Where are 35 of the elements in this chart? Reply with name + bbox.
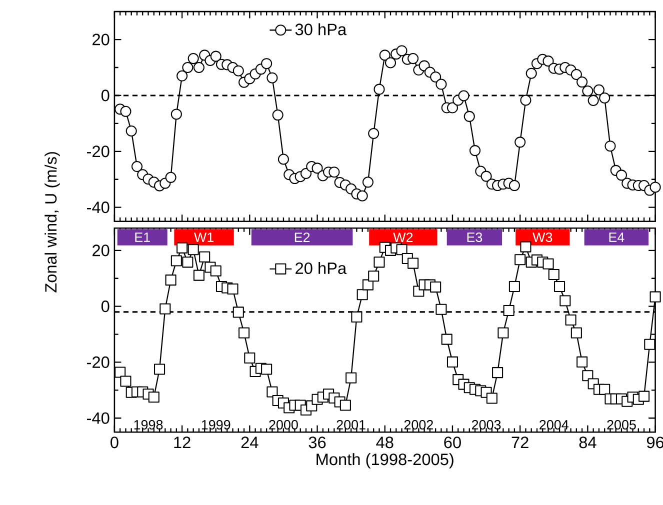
band-label: E3 [467,232,482,242]
annotation: 2000 [269,420,298,430]
band-label: W1 [194,232,214,242]
band-label: E1 [135,232,150,242]
annotation: 2004 [540,420,568,430]
x-tick-label: 0 [110,436,118,448]
annotation: 1999 [202,420,230,430]
y-tick-label: -40 [87,201,110,214]
y-tick-label: 0 [101,300,110,312]
x-tick-label: 72 [512,436,528,448]
y-tick-label: 20 [92,34,110,46]
x-tick-label: 12 [174,436,190,448]
band-label: E2 [294,232,310,242]
x-tick-label: 24 [241,436,258,448]
band-label: W3 [532,232,552,242]
annotation: 1998 [134,420,163,430]
x-axis-title: Month (1998-2005) [316,453,454,468]
y-tick-label: -40 [87,412,110,424]
x-tick-label: 36 [308,436,326,448]
annotation: 2002 [404,420,433,430]
annotation: 2001 [336,420,366,430]
y-tick-label: 20 [92,244,110,256]
y-tick-label: -20 [87,356,110,368]
x-tick-label: 60 [444,436,461,448]
legend-label: 30 hPa [295,23,347,36]
band-label: E4 [609,232,624,242]
band-label: W2 [393,232,413,242]
annotation: 2005 [607,420,636,430]
y-tick-label: 0 [101,90,110,102]
x-tick-label: 48 [376,436,394,448]
annotation: 2003 [472,420,501,430]
y-tick-label: -20 [87,146,110,158]
legend-label: 20 hPa [296,262,347,274]
y-axis-title: Zonal wind, U (m/s) [44,152,60,292]
x-tick-label: 84 [579,436,596,448]
